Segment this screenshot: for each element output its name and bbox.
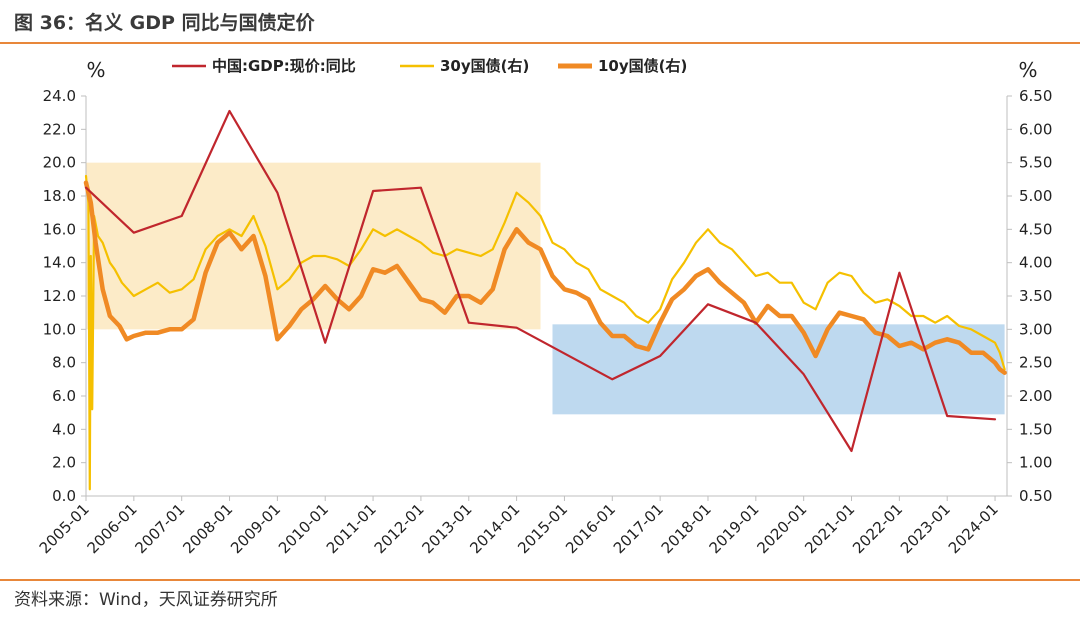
x-tick-label: 2021-01: [801, 500, 858, 557]
right-tick-label: 5.00: [1019, 187, 1052, 205]
x-tick-label: 2013-01: [419, 500, 476, 557]
x-tick-label: 2016-01: [562, 500, 619, 557]
x-tick-label: 2022-01: [849, 500, 906, 557]
series-line-2: [84, 174, 1006, 491]
x-tick-label: 2019-01: [706, 500, 763, 557]
right-tick-label: 2.50: [1019, 354, 1052, 372]
x-tick-label: 2017-01: [610, 500, 667, 557]
x-tick-label: 2023-01: [897, 500, 954, 557]
left-axis-unit: %: [86, 58, 105, 82]
source-rule: [0, 579, 1080, 581]
left-tick-label: 14.0: [43, 254, 76, 272]
left-tick-label: 4.0: [52, 420, 76, 438]
x-tick-label: 2007-01: [131, 500, 188, 557]
x-tick-label: 2011-01: [323, 500, 380, 557]
x-tick-label: 2006-01: [84, 500, 141, 557]
left-tick-label: 12.0: [43, 287, 76, 305]
x-tick-label: 2014-01: [466, 500, 523, 557]
right-tick-label: 6.50: [1019, 87, 1052, 105]
x-tick-label: 2020-01: [753, 500, 810, 557]
series-line-3: [83, 180, 1007, 375]
legend-label-3: 10y国债(右): [598, 57, 687, 75]
right-axis-unit: %: [1018, 58, 1037, 82]
shaded-regions: [86, 162, 1005, 415]
left-tick-label: 0.0: [52, 487, 76, 505]
right-tick-label: 5.50: [1019, 154, 1052, 172]
left-tick-label: 2.0: [52, 454, 76, 472]
right-tick-label: 6.00: [1019, 120, 1052, 138]
left-tick-label: 24.0: [43, 87, 76, 105]
right-tick-label: 3.00: [1019, 320, 1052, 338]
series-lines: [83, 109, 1007, 491]
right-tick-label: 4.50: [1019, 220, 1052, 238]
left-tick-label: 16.0: [43, 220, 76, 238]
x-tick-label: 2018-01: [658, 500, 715, 557]
x-tick-label: 2010-01: [275, 500, 332, 557]
x-tick-label: 2005-01: [36, 500, 93, 557]
left-tick-label: 8.0: [52, 354, 76, 372]
figure-title: 图 36：名义 GDP 同比与国债定价: [14, 12, 315, 34]
legend-label-1: 中国:GDP:现价:同比: [212, 57, 356, 75]
right-tick-label: 1.50: [1019, 420, 1052, 438]
x-tick-label: 2012-01: [371, 500, 428, 557]
series-line-1: [84, 109, 997, 453]
legend: 中国:GDP:现价:同比 30y国债(右) 10y国债(右): [172, 57, 687, 75]
x-tick-label: 2008-01: [179, 500, 236, 557]
x-tick-label: 2015-01: [514, 500, 571, 557]
x-tick-label: 2009-01: [227, 500, 284, 557]
left-tick-label: 18.0: [43, 187, 76, 205]
right-tick-label: 1.00: [1019, 454, 1052, 472]
left-tick-label: 22.0: [43, 120, 76, 138]
right-tick-label: 2.00: [1019, 387, 1052, 405]
source-note: 资料来源：Wind，天风证券研究所: [14, 590, 278, 610]
right-tick-label: 0.50: [1019, 487, 1052, 505]
title-rule: [0, 42, 1080, 44]
legend-label-2: 30y国债(右): [440, 57, 529, 75]
right-tick-label: 4.00: [1019, 254, 1052, 272]
left-tick-label: 6.0: [52, 387, 76, 405]
x-tick-label: 2024-01: [945, 500, 1002, 557]
left-tick-label: 20.0: [43, 154, 76, 172]
right-tick-label: 3.50: [1019, 287, 1052, 305]
chart: 0.0 2.0 4.0 6.0 8.0 10.0 12.0 14.0 16.0 18.0 20.0 2…: [36, 57, 1053, 557]
left-tick-label: 10.0: [43, 320, 76, 338]
